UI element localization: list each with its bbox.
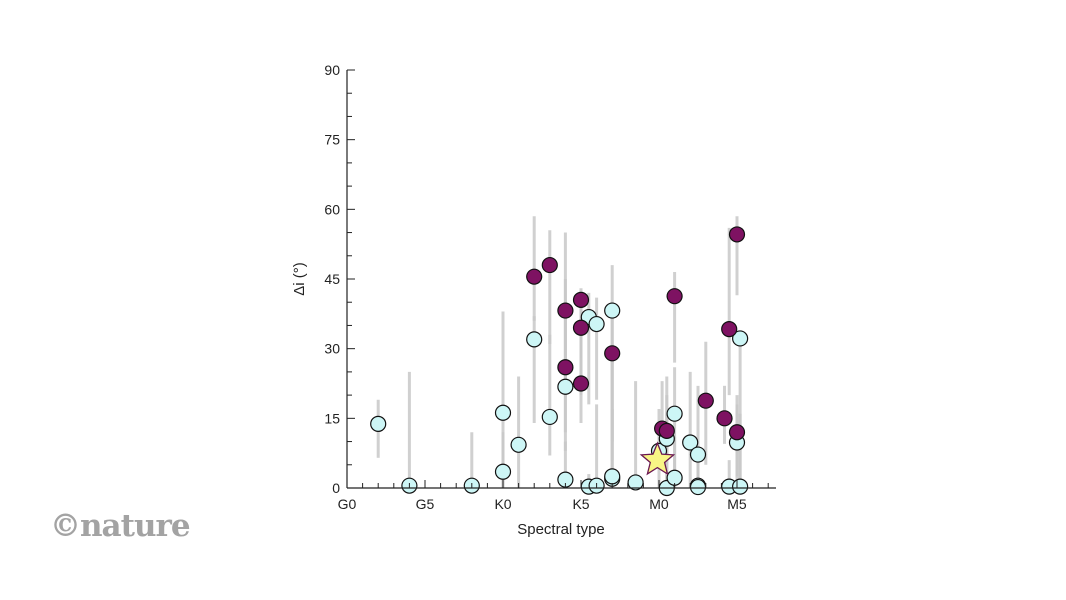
- point-dark: [721, 321, 738, 338]
- x-tick-label: M5: [727, 496, 747, 512]
- point-light: [494, 463, 512, 480]
- x-axis-title: Spectral type: [517, 521, 605, 538]
- point-light: [604, 468, 621, 485]
- x-tick-label: G5: [416, 496, 435, 512]
- point-light: [732, 330, 749, 347]
- star-marker: [639, 441, 676, 476]
- point-light: [510, 436, 527, 453]
- y-tick-label: 45: [324, 271, 340, 287]
- y-tick-label: 30: [324, 341, 340, 357]
- tick-labels: 0 15 30 45 60 75 90 G0 G5 K0 K5 M0 M5: [324, 62, 747, 512]
- x-tick-label: M0: [649, 496, 669, 512]
- point-dark: [716, 410, 733, 427]
- point-light: [541, 408, 558, 426]
- point-dark: [541, 256, 558, 274]
- y-axis-title: Δi (°): [291, 262, 308, 296]
- error-bars: [376, 216, 742, 488]
- point-dark: [658, 422, 675, 439]
- point-dark: [697, 392, 714, 409]
- point-dark: [604, 345, 621, 362]
- y-tick-label: 15: [324, 410, 340, 426]
- point-dark: [572, 291, 590, 308]
- y-tick-label: 90: [324, 62, 340, 78]
- point-light: [627, 474, 644, 491]
- point-light: [604, 302, 621, 319]
- point-light: [557, 378, 574, 395]
- point-dark: [728, 424, 746, 441]
- point-dark: [557, 302, 574, 319]
- point-light: [588, 315, 605, 333]
- nature-watermark: ©nature: [50, 508, 191, 544]
- point-light: [494, 404, 512, 421]
- axes: [346, 69, 776, 489]
- point-light: [732, 478, 749, 495]
- x-tick-label: K0: [494, 496, 511, 512]
- point-dark: [572, 375, 590, 392]
- point-light: [689, 478, 707, 496]
- point-light: [689, 446, 707, 463]
- data-points: [370, 226, 749, 497]
- y-tick-label: 0: [332, 480, 340, 496]
- point-dark: [572, 319, 590, 336]
- point-light: [666, 405, 683, 422]
- x-tick-label: G0: [338, 496, 357, 512]
- x-tick-label: K5: [572, 496, 589, 512]
- y-tick-label: 60: [324, 201, 340, 217]
- point-dark: [728, 226, 746, 243]
- y-tick-label: 75: [324, 132, 340, 148]
- point-light: [682, 434, 699, 451]
- point-dark: [526, 268, 543, 285]
- point-dark: [557, 359, 574, 376]
- point-light: [370, 415, 387, 433]
- point-light: [526, 331, 543, 348]
- point-dark: [666, 288, 683, 305]
